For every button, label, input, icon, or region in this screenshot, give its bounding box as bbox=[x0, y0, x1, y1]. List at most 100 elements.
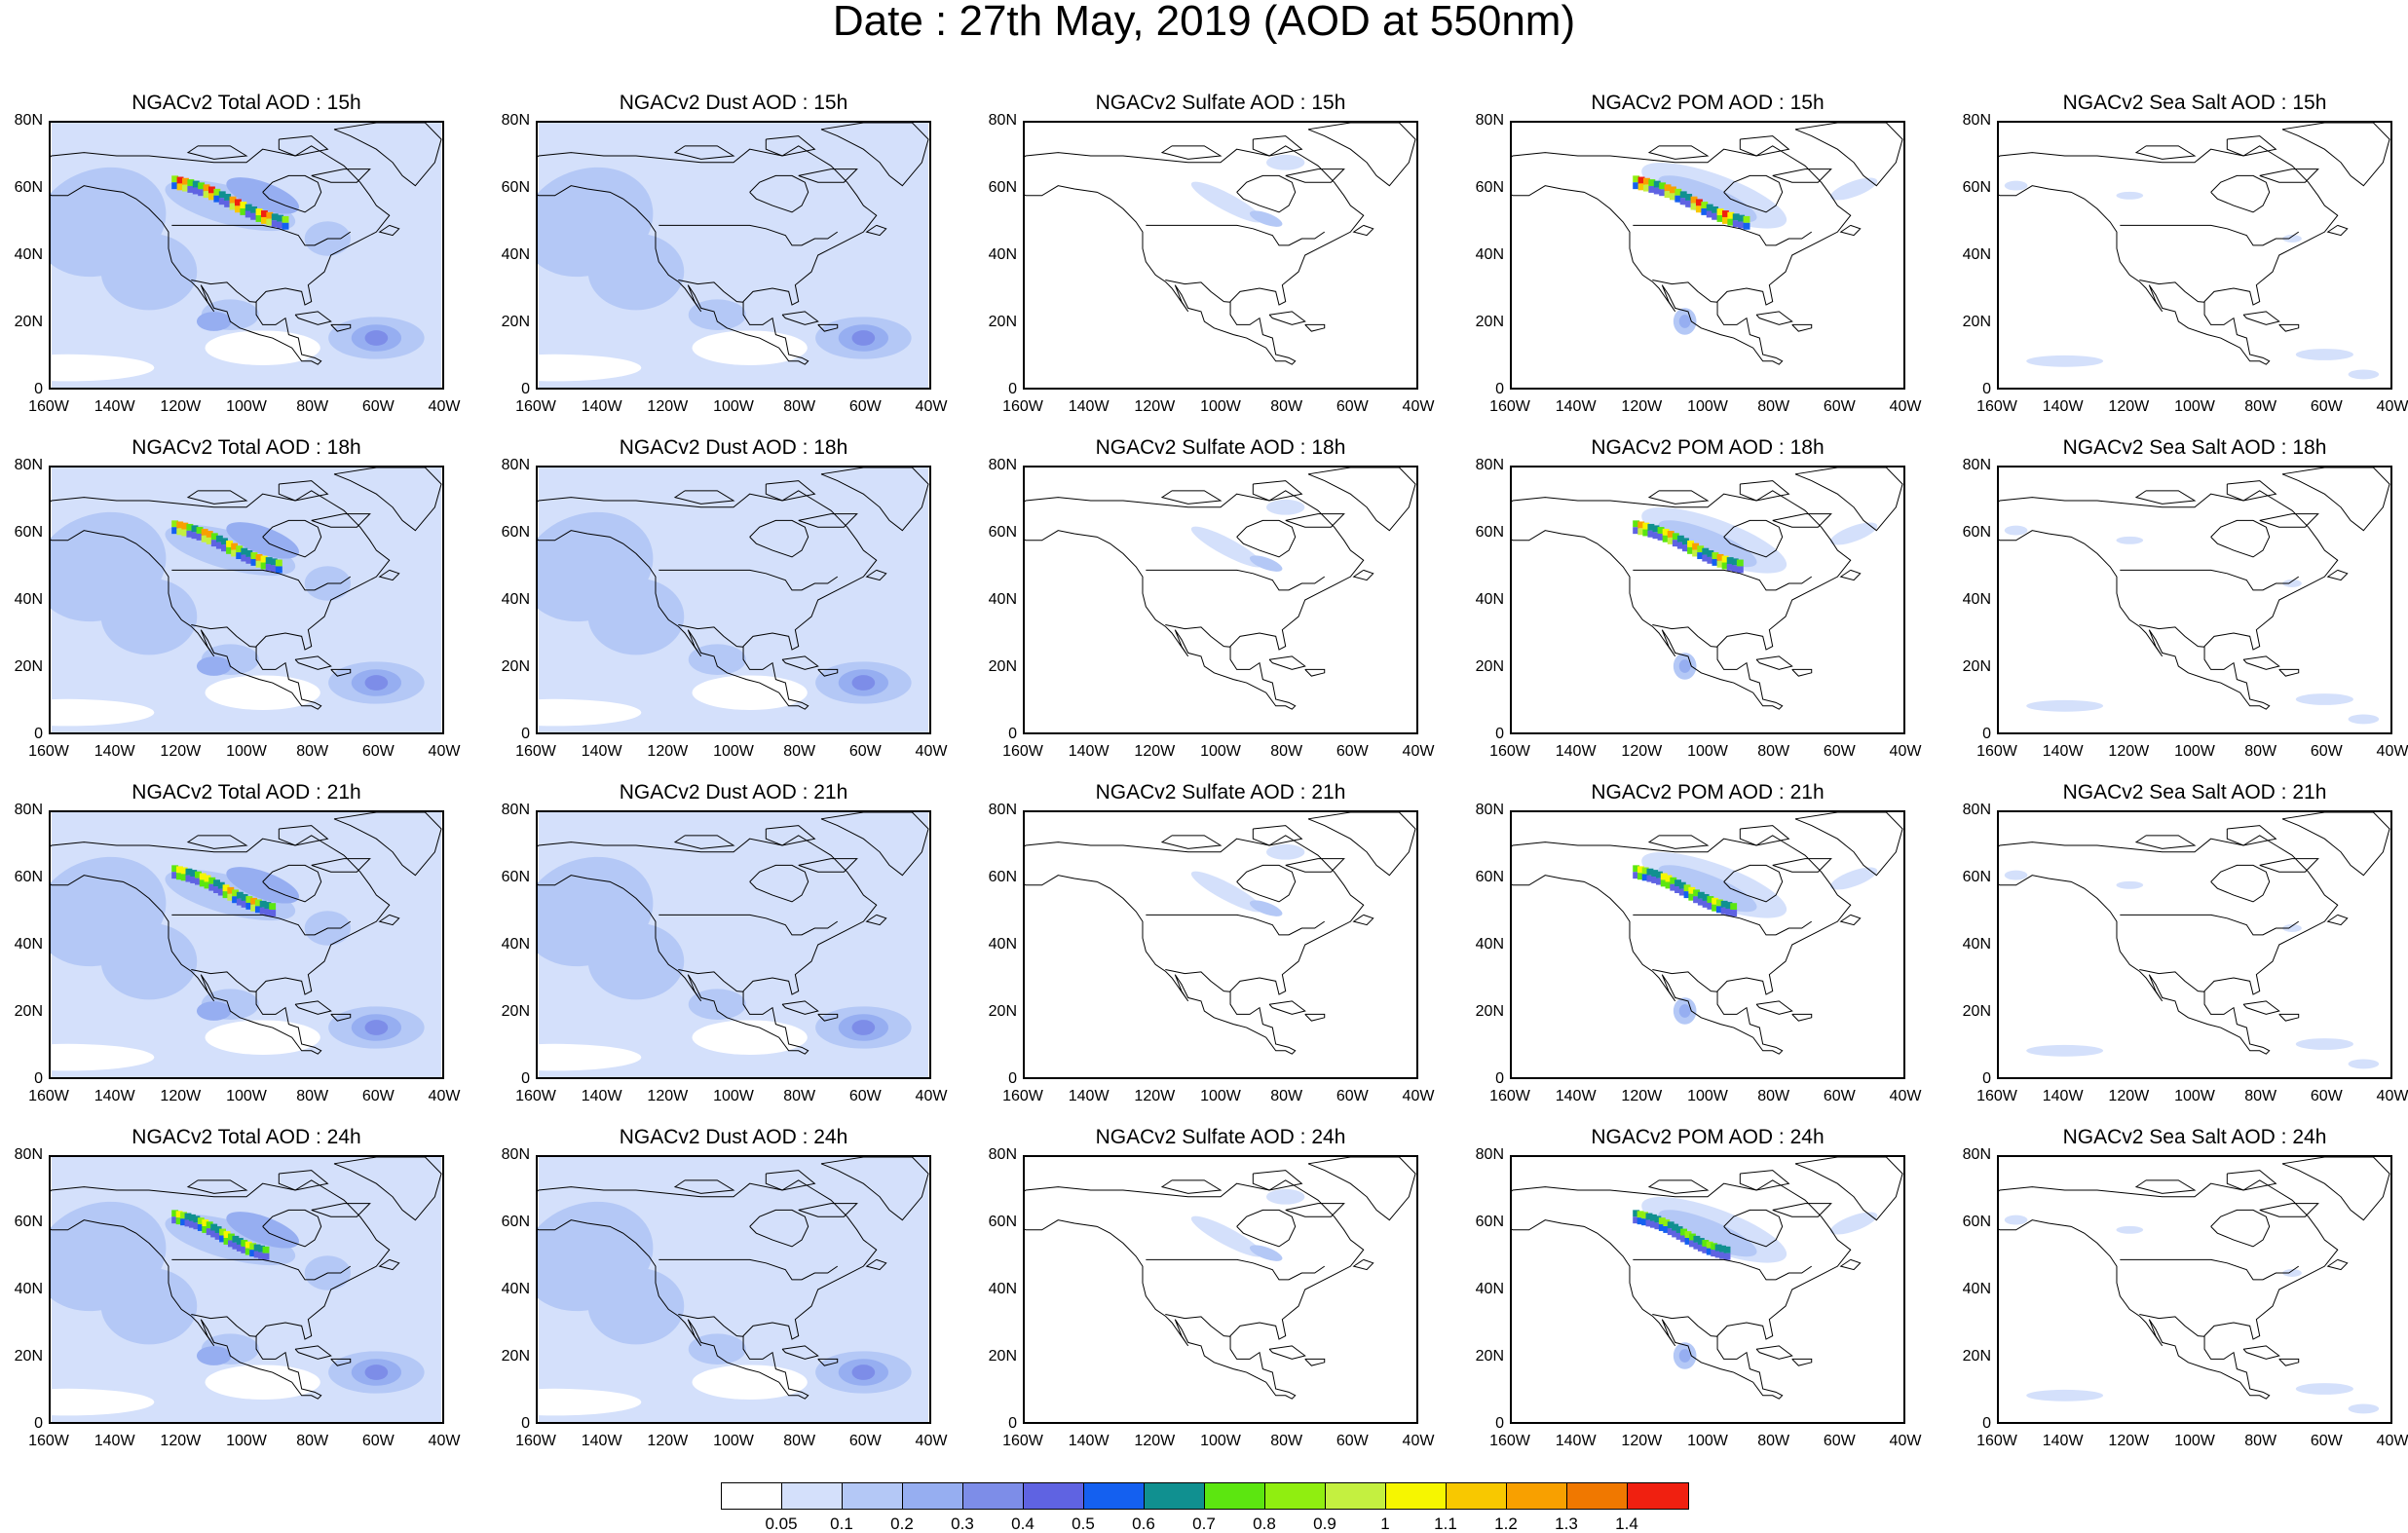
x-tick-label: 140W bbox=[1555, 743, 1597, 760]
island-coast bbox=[2242, 1345, 2280, 1360]
y-tick-label: 60N bbox=[1962, 524, 1991, 541]
aod-field-patch bbox=[176, 528, 184, 536]
colorbar-swatch bbox=[1628, 1483, 1688, 1509]
aod-field-patch bbox=[210, 540, 218, 547]
island-coast bbox=[1252, 135, 1303, 157]
aod-field-patch bbox=[851, 330, 876, 346]
map-sulfate-24h bbox=[1023, 1155, 1418, 1424]
coastline bbox=[1999, 490, 2339, 710]
aod-field-patch bbox=[692, 675, 808, 710]
y-tick-label: 60N bbox=[14, 524, 43, 541]
aod-field-patch bbox=[1707, 556, 1714, 564]
aod-field-patch bbox=[218, 198, 226, 206]
hudson-bay-coast bbox=[1723, 864, 1784, 903]
aod-field-patch bbox=[224, 200, 232, 207]
island-coast bbox=[1755, 311, 1793, 325]
aod-field-patch bbox=[1667, 531, 1674, 538]
colorbar-swatch bbox=[722, 1483, 782, 1509]
hudson-bay-coast bbox=[749, 519, 809, 558]
aod-field-patch bbox=[1714, 1244, 1722, 1252]
island-coast bbox=[378, 569, 400, 581]
y-tick-label: 20N bbox=[1962, 1348, 1991, 1365]
aod-field-patch bbox=[207, 186, 215, 194]
aod-field-patch bbox=[1702, 554, 1710, 562]
y-tick-label: 40N bbox=[1475, 936, 1504, 953]
aod-field-patch bbox=[100, 578, 198, 655]
island-coast bbox=[1791, 668, 1813, 677]
aod-field-patch bbox=[250, 206, 258, 213]
x-tick-label: 120W bbox=[1621, 1088, 1663, 1104]
aod-field-patch bbox=[1723, 1253, 1731, 1260]
aod-field-patch bbox=[188, 1214, 196, 1221]
colorbar-label: 0.05 bbox=[765, 1514, 798, 1533]
aod-field-patch bbox=[1654, 1215, 1662, 1223]
aod-field-patch bbox=[1676, 542, 1684, 549]
x-tick-label: 120W bbox=[160, 1433, 202, 1449]
aod-field-patch bbox=[171, 1216, 179, 1224]
panel-title: NGACv2 Dust AOD : 18h bbox=[619, 436, 848, 459]
y-tick-label: 40N bbox=[1962, 246, 1991, 263]
aod-field-patch bbox=[240, 202, 247, 208]
aod-field-patch bbox=[1725, 902, 1733, 909]
aod-map bbox=[1999, 812, 2390, 1077]
aod-field-patch bbox=[1658, 175, 1757, 223]
y-tick-label: 0 bbox=[1008, 1070, 1017, 1087]
aod-field-patch bbox=[1667, 1228, 1674, 1236]
aod-field-patch bbox=[213, 188, 221, 196]
aod-map bbox=[538, 1157, 929, 1422]
aod-field-patch bbox=[1683, 891, 1691, 899]
aod-field-patch bbox=[1670, 877, 1677, 884]
x-tick-label: 160W bbox=[515, 1088, 556, 1104]
island-coast bbox=[1285, 513, 1345, 528]
x-tick-label: 160W bbox=[1489, 1088, 1530, 1104]
panel-title: NGACv2 POM AOD : 15h bbox=[1591, 92, 1825, 114]
aod-field-patch bbox=[199, 879, 207, 887]
aod-field-patch bbox=[1675, 1232, 1683, 1240]
aod-map bbox=[1999, 1157, 2390, 1422]
aod-field-patch bbox=[1190, 181, 1263, 223]
aod-field-patch bbox=[1727, 218, 1735, 226]
aod-field-patch bbox=[1662, 528, 1670, 536]
aod-field-patch bbox=[196, 533, 204, 541]
aod-field-patch bbox=[1670, 883, 1677, 891]
greenland-coast bbox=[2281, 467, 2390, 532]
aod-field-patch bbox=[1648, 179, 1656, 187]
aod-field-patch bbox=[1707, 902, 1714, 910]
x-tick-label: 40W bbox=[1889, 1088, 1922, 1104]
aod-field-patch bbox=[197, 1224, 205, 1231]
hudson-bay-coast bbox=[2210, 864, 2271, 903]
island-coast bbox=[186, 1179, 248, 1194]
aod-field-patch bbox=[254, 906, 262, 914]
island-coast bbox=[2326, 914, 2349, 926]
aod-field-patch bbox=[254, 899, 262, 907]
aod-field-patch bbox=[227, 1233, 235, 1241]
island-coast bbox=[278, 480, 329, 502]
aod-field-patch bbox=[538, 1043, 642, 1071]
aod-field-patch bbox=[1663, 1219, 1671, 1227]
island-coast bbox=[1352, 224, 1374, 237]
island-coast bbox=[798, 858, 858, 873]
aod-field-patch bbox=[2348, 1059, 2380, 1069]
colorbar-swatch bbox=[1386, 1483, 1447, 1509]
aod-map bbox=[1025, 467, 1416, 732]
x-tick-label: 140W bbox=[2042, 1088, 2084, 1104]
x-tick-label: 40W bbox=[915, 398, 948, 415]
aod-field-patch bbox=[206, 531, 213, 538]
x-tick-label: 140W bbox=[581, 398, 622, 415]
aod-map bbox=[51, 812, 442, 1077]
aod-field-patch bbox=[245, 1248, 252, 1255]
aod-field-patch bbox=[175, 873, 183, 880]
aod-field-patch bbox=[1714, 1251, 1722, 1258]
x-tick-label: 140W bbox=[1555, 1433, 1597, 1449]
x-tick-label: 60W bbox=[848, 1433, 882, 1449]
x-tick-label: 80W bbox=[1757, 1433, 1790, 1449]
colorbar-label: 1 bbox=[1380, 1514, 1390, 1533]
island-coast bbox=[330, 1013, 352, 1022]
x-tick-label: 120W bbox=[1134, 398, 1176, 415]
y-tick-label: 20N bbox=[988, 658, 1017, 675]
aod-field-patch bbox=[198, 189, 206, 197]
aod-field-patch bbox=[1702, 900, 1710, 908]
aod-field-patch bbox=[1701, 207, 1709, 215]
island-coast bbox=[781, 1000, 819, 1015]
